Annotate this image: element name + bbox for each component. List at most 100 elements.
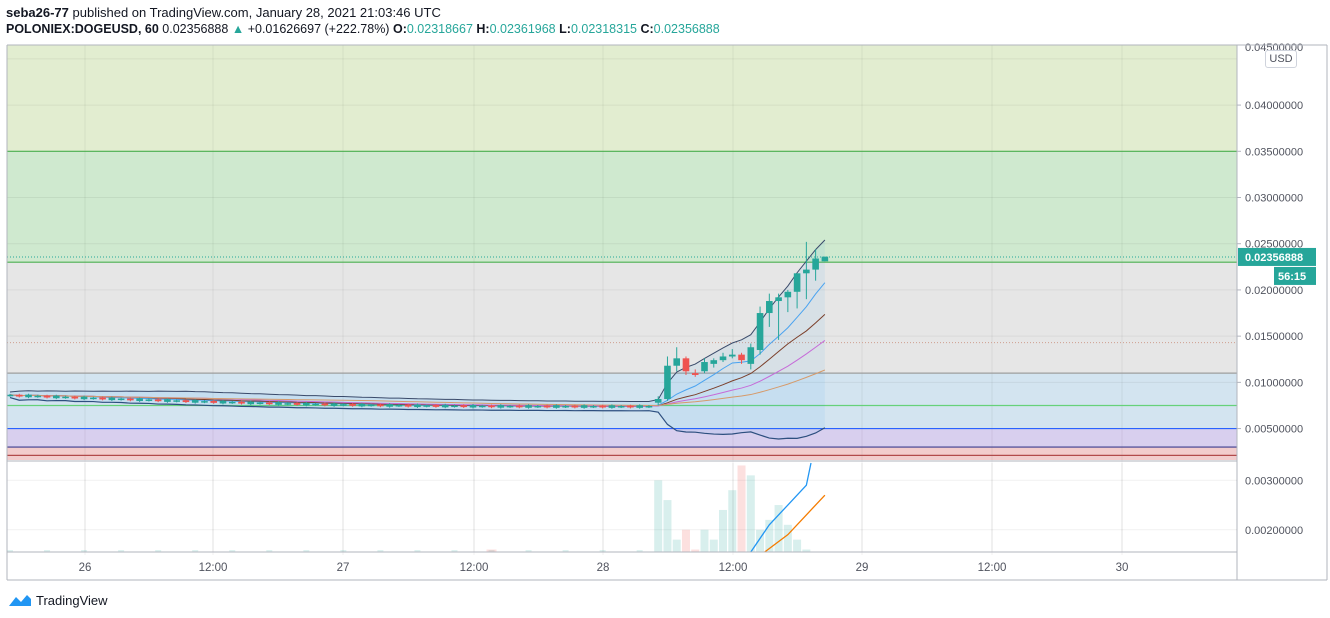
candle-body	[747, 347, 755, 364]
price-tick-label: 0.02500000	[1245, 239, 1303, 251]
publish-header: seba26-77 published on TradingView.com, …	[6, 5, 441, 20]
volume-bar	[7, 550, 13, 552]
candle-body	[25, 394, 32, 398]
candle-body	[219, 400, 227, 404]
volume-bar	[118, 550, 125, 552]
candle-body	[293, 402, 301, 405]
x-tick-label: 28	[597, 562, 610, 574]
indicator-tick-label: 0.00300000	[1245, 475, 1303, 487]
candle-body	[775, 297, 782, 302]
candle-body	[182, 400, 190, 403]
volume-bar	[663, 500, 672, 552]
volume-bar	[414, 550, 421, 552]
volume-bar	[486, 549, 497, 552]
candle-body	[117, 398, 125, 401]
candle-body	[766, 301, 773, 314]
price-tick-label: 0.03000000	[1245, 193, 1303, 205]
candle-body	[71, 396, 79, 399]
low-label: L:	[559, 22, 571, 36]
candle-body	[386, 404, 393, 407]
price-tick-label: 0.00500000	[1245, 424, 1303, 436]
candle-body	[108, 397, 116, 401]
candle-body	[62, 396, 69, 399]
volume-bar	[681, 529, 690, 552]
candle-body	[756, 313, 764, 351]
candle-body	[340, 404, 347, 406]
candle-body	[127, 398, 134, 401]
candle-body	[728, 354, 736, 357]
x-tick-label: 12:00	[719, 562, 748, 574]
volume-bar	[303, 550, 310, 552]
candle-body	[238, 401, 245, 404]
candle-body	[303, 402, 310, 406]
volume-bar	[636, 550, 643, 552]
candle-body	[164, 399, 171, 402]
indicator-line-orange	[764, 494, 826, 553]
change-value: +0.01626697 (+222.78%)	[247, 22, 390, 36]
candle-body	[784, 291, 792, 298]
candle-body	[404, 404, 412, 407]
close-label: C:	[640, 22, 654, 36]
candle-body	[432, 405, 440, 407]
candle-body	[330, 403, 338, 406]
candle-body	[821, 256, 829, 262]
tradingview-logo[interactable]: TradingView	[6, 590, 108, 610]
candle-body	[553, 405, 560, 408]
candle-body	[441, 404, 449, 408]
ma-long-line	[9, 369, 826, 407]
candle-body	[673, 358, 681, 366]
candle-body	[154, 399, 162, 402]
candle-body	[210, 401, 218, 403]
volume-bar	[746, 475, 755, 552]
price-tick-label: 0.03500000	[1245, 146, 1303, 158]
candle-body	[265, 402, 273, 405]
candle-body	[562, 405, 569, 408]
volume-bar	[765, 519, 774, 552]
volume-bar	[81, 550, 88, 552]
symbol-header: POLONIEX:DOGEUSD, 60 0.02356888 ▲ +0.016…	[6, 22, 720, 36]
volume-bar	[700, 529, 709, 552]
author-name[interactable]: seba26-77	[6, 5, 69, 20]
volume-bar	[783, 524, 792, 552]
volume-bar	[562, 550, 569, 552]
volume-bar	[451, 550, 458, 552]
x-tick-label: 29	[856, 562, 869, 574]
candle-body	[590, 406, 597, 408]
candle-body	[99, 397, 106, 400]
x-tick-label: 26	[79, 562, 92, 574]
candle-body	[488, 405, 495, 408]
candle-body	[534, 405, 542, 408]
candle-body	[173, 400, 180, 402]
volume-bar	[488, 550, 495, 552]
candle-body	[247, 401, 255, 405]
price-zone	[7, 45, 1237, 152]
volume-bar	[774, 505, 783, 552]
candle-body	[228, 401, 236, 404]
volume-bar	[737, 465, 746, 552]
candle-body	[80, 396, 88, 400]
close-value: 0.02356888	[653, 22, 720, 36]
candle-body	[599, 405, 606, 408]
high-value: 0.02361968	[489, 22, 556, 36]
volume-bar	[672, 539, 681, 552]
candle-body	[469, 404, 477, 408]
candle-body	[15, 394, 23, 397]
candle-body	[53, 395, 60, 399]
price-zone	[7, 447, 1237, 460]
volume-bar	[756, 529, 765, 552]
candle-body	[145, 399, 153, 401]
candle-body	[617, 406, 625, 408]
candle-body	[580, 405, 588, 408]
price-tick-label: 0.01000000	[1245, 377, 1303, 389]
high-label: H:	[476, 22, 490, 36]
candle-body	[543, 405, 551, 408]
published-text: published on TradingView.com, January 28…	[72, 5, 441, 20]
candle-body	[793, 273, 801, 292]
price-zone	[7, 151, 1237, 263]
volume-bar	[599, 550, 606, 552]
currency-badge[interactable]: USD	[1265, 50, 1297, 68]
candle-body	[201, 401, 208, 403]
candle-body	[414, 404, 421, 408]
tradingview-logo-text: TradingView	[36, 592, 108, 608]
